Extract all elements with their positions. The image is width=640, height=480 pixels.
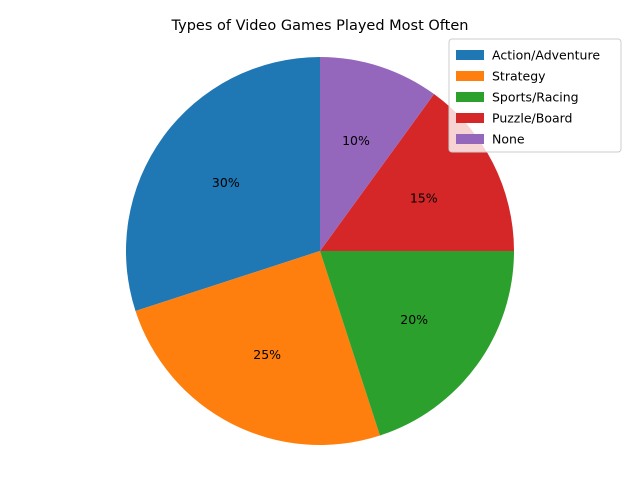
legend-swatch (456, 92, 484, 102)
legend-label: Strategy (492, 69, 546, 84)
pie-slice-sports-racing (320, 251, 514, 436)
legend-swatch (456, 113, 484, 123)
legend-label: Puzzle/Board (492, 111, 572, 126)
legend-box (448, 38, 622, 153)
pie-slice-strategy (135, 251, 380, 446)
legend-swatch (456, 134, 484, 144)
legend: Action/Adventure Strategy Sports/Racing Puz… (448, 38, 622, 153)
chart-title: Types of Video Games Played Most Often (171, 18, 469, 34)
legend-label: Action/Adventure (492, 48, 600, 63)
pie-percent-label: 10% (342, 133, 370, 148)
pie-percent-label: 15% (410, 191, 438, 206)
legend-label: None (492, 132, 525, 147)
pie-percent-label: 30% (212, 175, 240, 190)
pie-percent-label: 20% (400, 312, 428, 327)
pie-percent-label: 25% (253, 347, 281, 362)
pie-slice-action-adventure (125, 57, 320, 311)
legend-swatch (456, 50, 484, 60)
pie-slice-none (320, 57, 435, 251)
pie-slices (125, 57, 514, 446)
legend-swatch (456, 71, 484, 81)
legend-label: Sports/Racing (492, 90, 579, 105)
pie-percent-labels: 30% 25% 20% 15% 10% (212, 133, 438, 362)
